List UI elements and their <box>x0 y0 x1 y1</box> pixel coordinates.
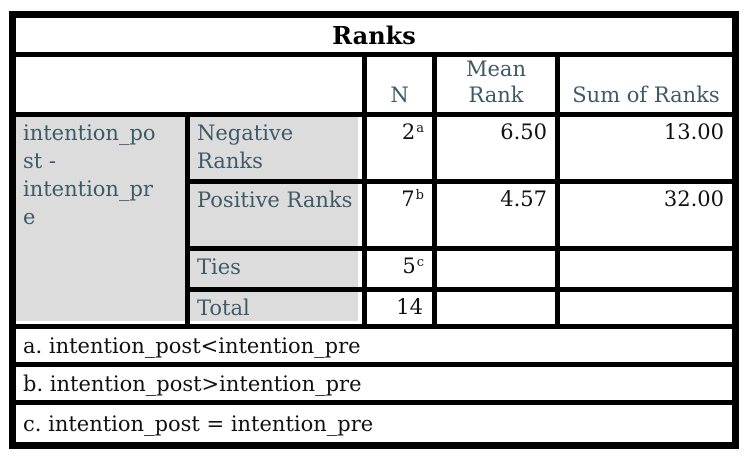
n-number: 14 <box>396 295 423 319</box>
n-value-total: 14 <box>367 292 432 324</box>
sum-of-ranks-value-positive-ranks: 32.00 <box>560 184 732 246</box>
footnote-b: b. intention_post>intention_pre <box>16 367 732 400</box>
row-label-total: Total <box>190 292 362 324</box>
mean-rank-value-ties <box>437 251 555 287</box>
n-value-positive-ranks: 7b <box>367 184 432 246</box>
n-superscript: a <box>416 121 424 136</box>
row-group-label-text: intention_post - intention_pre <box>23 121 156 229</box>
table-title: Ranks <box>16 18 732 52</box>
ranks-table: Ranks N Mean Rank Sum of Ranks intention… <box>9 11 739 449</box>
row-label-ties: Ties <box>190 251 362 287</box>
column-header-mean-rank-label: Mean Rank <box>466 57 526 107</box>
n-number: 5 <box>402 254 416 278</box>
column-header-mean-rank: Mean Rank <box>437 57 555 112</box>
sum-of-ranks-value-total <box>560 292 732 324</box>
footnote-c: c. intention_post = intention_pre <box>16 405 732 442</box>
sum-of-ranks-value-negative-ranks: 13.00 <box>560 117 732 179</box>
column-header-sum-of-ranks: Sum of Ranks <box>560 57 732 112</box>
sum-of-ranks-value-ties <box>560 251 732 287</box>
n-superscript: b <box>415 188 424 203</box>
mean-rank-value-total <box>437 292 555 324</box>
n-number: 2 <box>401 120 416 144</box>
row-group-label: intention_post - intention_pre <box>16 117 185 324</box>
n-number: 7 <box>401 187 415 211</box>
row-label-negative-ranks: Negative Ranks <box>190 117 362 179</box>
n-superscript: c <box>416 255 424 270</box>
n-value-ties: 5c <box>367 251 432 287</box>
column-header-n: N <box>367 57 432 112</box>
mean-rank-value-negative-ranks: 6.50 <box>437 117 555 179</box>
mean-rank-value-positive-ranks: 4.57 <box>437 184 555 246</box>
footnote-a: a. intention_post<intention_pre <box>16 329 732 362</box>
n-value-negative-ranks: 2a <box>367 117 432 179</box>
header-blank-cell <box>16 57 362 112</box>
row-label-positive-ranks: Positive Ranks <box>190 184 362 246</box>
